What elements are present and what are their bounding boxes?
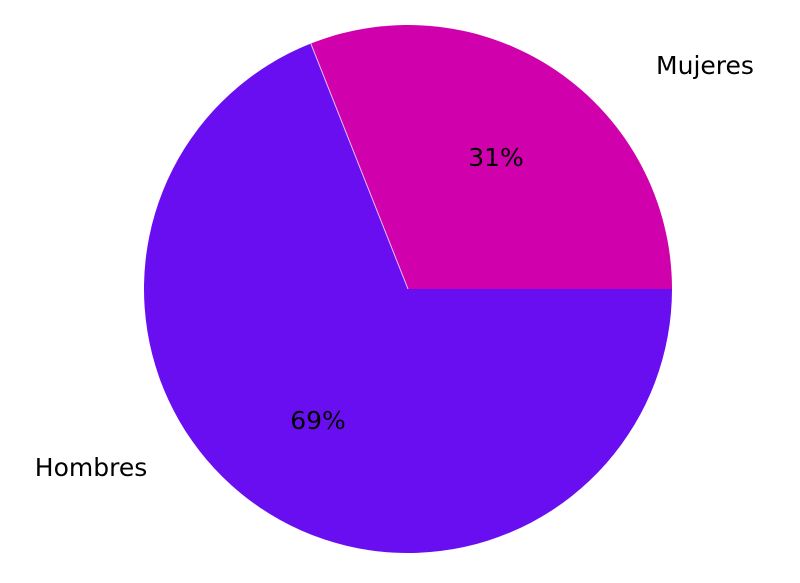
pie-slice-mujeres bbox=[310, 25, 672, 289]
pct-label-hombres: 69% bbox=[290, 406, 346, 435]
pct-label-mujeres: 31% bbox=[468, 143, 524, 172]
pie-slice-hombres bbox=[143, 43, 672, 554]
slice-label-hombres: Hombres bbox=[34, 453, 148, 482]
slice-label-mujeres: Mujeres bbox=[656, 51, 754, 80]
wedge-seam bbox=[310, 43, 409, 290]
